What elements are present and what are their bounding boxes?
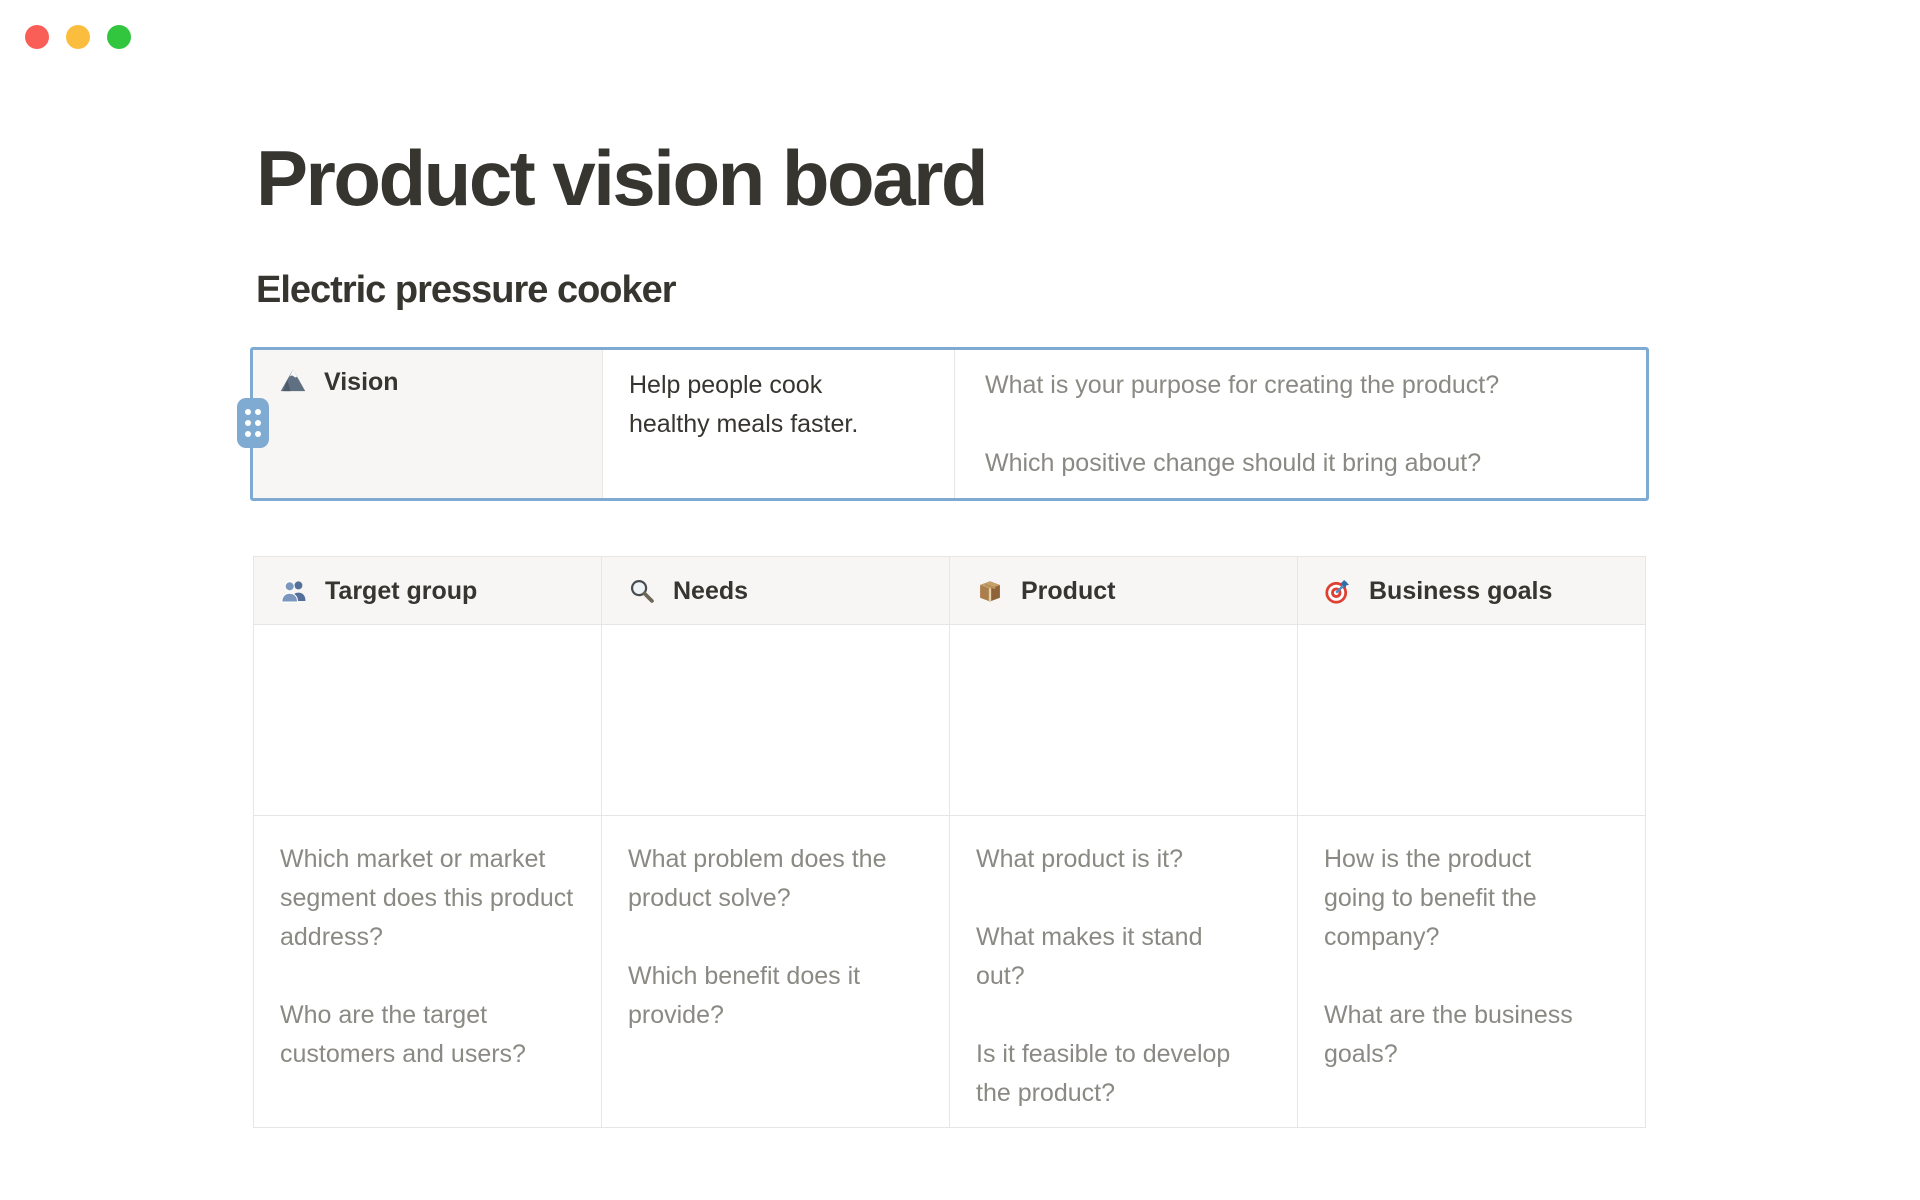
close-button[interactable] — [25, 25, 49, 49]
empty-cell-product[interactable] — [950, 625, 1298, 816]
busts-icon — [280, 577, 308, 605]
window-controls — [25, 25, 131, 49]
board-table: Target group Needs — [253, 556, 1646, 1128]
prompt-text: What makes it stand out? — [976, 923, 1203, 990]
prompt-text: How is the product going to benefit the … — [1324, 845, 1537, 951]
empty-cell-business-goals[interactable] — [1298, 625, 1646, 816]
target-icon — [1324, 577, 1352, 605]
prompt-text: Which market or market segment does this… — [280, 845, 574, 951]
mountain-icon — [279, 366, 307, 394]
header-cell-target-group[interactable]: Target group — [254, 557, 602, 625]
board-empty-row — [254, 625, 1646, 816]
vision-statement: Help people cook healthy meals faster. — [629, 371, 859, 438]
board-header-row: Target group Needs — [254, 557, 1646, 625]
prompts-cell-needs[interactable]: What problem does the product solve? Whi… — [602, 816, 950, 1128]
maximize-button[interactable] — [107, 25, 131, 49]
prompt-text: What are the business goals? — [1324, 1001, 1573, 1068]
page-title[interactable]: Product vision board — [256, 134, 989, 222]
empty-cell-needs[interactable] — [602, 625, 950, 816]
column-label: Needs — [673, 576, 749, 605]
vision-prompt: Which positive change should it bring ab… — [985, 449, 1482, 477]
vision-table: Vision Help people cook healthy meals fa… — [237, 347, 1649, 501]
minimize-button[interactable] — [66, 25, 90, 49]
prompts-cell-target-group[interactable]: Which market or market segment does this… — [254, 816, 602, 1128]
prompt-text: What product is it? — [976, 845, 1184, 873]
vision-label: Vision — [324, 368, 399, 396]
column-label: Target group — [325, 576, 478, 605]
prompt-text: Who are the target customers and users? — [280, 1001, 526, 1068]
prompts-cell-product[interactable]: What product is it? What makes it stand … — [950, 816, 1298, 1128]
search-icon — [628, 577, 656, 605]
prompt-text: Is it feasible to develop the product? — [976, 1040, 1231, 1107]
column-label: Product — [1021, 576, 1116, 605]
prompts-cell-business-goals[interactable]: How is the product going to benefit the … — [1298, 816, 1646, 1128]
header-cell-product[interactable]: Product — [950, 557, 1298, 625]
header-cell-business-goals[interactable]: Business goals — [1298, 557, 1646, 625]
package-icon — [976, 577, 1004, 605]
drag-handle[interactable] — [237, 398, 269, 448]
vision-prompts-cell[interactable]: What is your purpose for creating the pr… — [955, 350, 1646, 498]
vision-header-cell[interactable]: Vision — [253, 350, 603, 498]
section-heading[interactable]: Electric pressure cooker — [256, 269, 677, 311]
empty-cell-target-group[interactable] — [254, 625, 602, 816]
column-label: Business goals — [1369, 576, 1553, 605]
vision-prompt: What is your purpose for creating the pr… — [985, 371, 1500, 399]
board-prompts-row: Which market or market segment does this… — [254, 816, 1646, 1128]
prompt-text: What problem does the product solve? — [628, 845, 887, 912]
vision-statement-cell[interactable]: Help people cook healthy meals faster. — [603, 350, 955, 498]
header-cell-needs[interactable]: Needs — [602, 557, 950, 625]
prompt-text: Which benefit does it provide? — [628, 962, 861, 1029]
